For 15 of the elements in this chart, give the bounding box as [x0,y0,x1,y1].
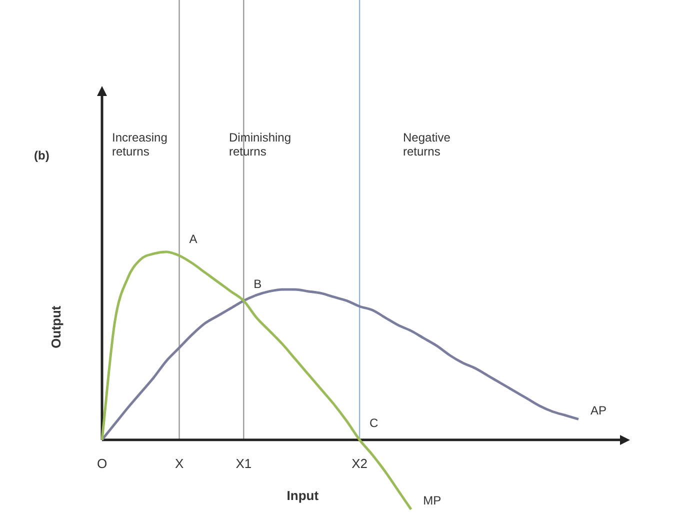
y-axis-title: Output [48,305,64,348]
x-tick-label: X [174,456,184,471]
x-axis-title: Input [286,488,320,503]
series-label: AP [590,403,607,418]
series-label: MP [423,494,442,508]
text: Negative returns [403,130,451,158]
x-tick-label: X2 [352,456,368,471]
annotation: B [254,277,262,292]
annotation: C [370,416,379,430]
annotation: A [189,232,198,246]
text: Increasing returns [112,130,168,158]
x-tick-label: X1 [236,456,252,471]
text: (b) [34,148,50,162]
text: Diminishing returns [229,130,292,158]
x-tick-label: O [96,456,108,471]
